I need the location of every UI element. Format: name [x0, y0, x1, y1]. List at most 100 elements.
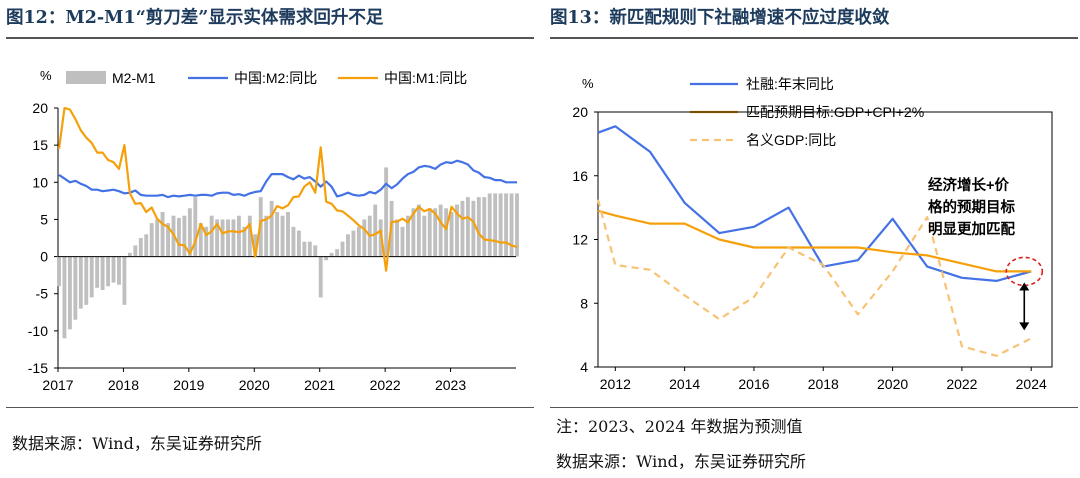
left-y-tick-label: 20: [32, 100, 48, 116]
right-plot-frame: [597, 111, 1053, 368]
right-annotation-line: 格的预期目标: [928, 198, 1015, 216]
left-y-tick-label: -5: [36, 286, 49, 302]
right-highlight-circle: [1005, 256, 1044, 287]
left-bar-m2-m1: [215, 219, 220, 257]
left-bar-m2-m1: [144, 234, 149, 257]
left-bar-m2-m1: [177, 217, 181, 257]
left-bar-m2-m1: [182, 215, 187, 257]
left-bar-m2-m1: [73, 256, 78, 320]
left-bar-m2-m1: [187, 208, 192, 257]
left-bar-m2-m1: [455, 204, 459, 257]
left-bar-m2-m1: [444, 208, 449, 257]
left-y-tick-label: 5: [40, 211, 48, 227]
left-bottom-rule: [6, 407, 534, 408]
left-legend-label: 中国:M1:同比: [384, 70, 467, 86]
left-bar-m2-m1: [329, 252, 334, 257]
right-gap-arrow-head-down: [1019, 322, 1030, 331]
left-bar-m2-m1: [504, 193, 509, 257]
left-source: 数据来源：Wind，东吴证券研究所: [12, 434, 262, 453]
left-bar-m2-m1: [138, 238, 143, 257]
right-title-rule: [550, 37, 1078, 39]
left-bar-m2-m1: [57, 256, 61, 287]
right-figure-title: 图13：新匹配规则下社融增速不应过度收敛: [550, 8, 890, 28]
left-bar-m2-m1: [449, 212, 454, 257]
left-bar-m2-m1: [253, 234, 258, 257]
left-bar-m2-m1: [433, 208, 438, 257]
left-bar-m2-m1: [193, 197, 198, 257]
left-legend: M2-M1 中国:M2:同比 中国:M1:同比: [66, 70, 467, 86]
left-chart: M2-M1 中国:M2:同比 中国:M1:同比 %-15-10-5051015202…: [28, 68, 519, 393]
right-note: 注：2023、2024 年数据为预测值: [556, 417, 803, 436]
left-bar-m2-m1: [122, 256, 127, 305]
left-bar-m2-m1: [324, 256, 329, 261]
left-bar-m2-m1: [84, 256, 89, 305]
left-bar-m2-m1: [362, 219, 367, 257]
left-bar-m2-m1: [204, 226, 209, 257]
left-legend-label: 中国:M2:同比: [234, 70, 317, 86]
left-bar-m2-m1: [498, 193, 503, 257]
left-x-tick-label: 2018: [108, 377, 139, 393]
right-gap-arrow-head-up: [1019, 282, 1030, 291]
left-bar-m2-m1: [373, 204, 378, 257]
right-y-tick-label: 12: [572, 232, 588, 248]
right-plot-area: % 4 8 12 16 20 2012 2014 2016 2018 2020 2022 2024 经济增…: [572, 76, 1053, 392]
left-bar-m2-m1: [296, 230, 301, 257]
left-bar-m2-m1: [242, 226, 247, 257]
left-bar-m2-m1: [264, 215, 269, 257]
left-x-tick-label: 2022: [370, 377, 401, 393]
left-bar-m2-m1: [198, 223, 203, 257]
left-bar-m2-m1: [509, 193, 514, 257]
right-x-tick-label: 2016: [738, 376, 769, 392]
left-bar-m2-m1: [395, 219, 399, 257]
left-bar-m2-m1: [356, 226, 361, 257]
right-line-matched-target: [597, 209, 1032, 273]
left-bar-m2-m1: [493, 193, 498, 257]
left-x-tick-label: 2019: [173, 377, 204, 393]
left-bar-m2-m1: [155, 219, 160, 257]
left-bar-m2-m1: [275, 212, 280, 257]
left-bar-m2-m1: [133, 245, 138, 257]
left-y-tick-label: -10: [28, 323, 48, 339]
left-bar-m2-m1: [318, 256, 323, 298]
right-y-tick-label: 4: [580, 359, 588, 375]
left-bar-m2-m1: [236, 215, 241, 257]
left-plot-area: % -15 -10 -5 0 5 10 15 20 2017 2018 2019 2020 2021 202…: [28, 68, 519, 393]
left-bar-m2-m1: [340, 241, 345, 257]
right-x-tick-label: 2022: [946, 376, 977, 392]
left-y-tick-label: 0: [40, 249, 48, 265]
left-bar-m2-m1: [89, 256, 94, 298]
left-bar-m2-m1: [384, 167, 389, 257]
right-y-tick-label: 20: [572, 104, 588, 120]
right-legend-label: 名义GDP:同比: [746, 132, 836, 148]
left-bar-m2-m1: [465, 197, 470, 257]
left-bar-m2-m1: [482, 197, 487, 257]
left-bar-m2-m1: [166, 223, 170, 257]
left-line-m1: [57, 106, 518, 272]
right-legend-label: 社融:年末同比: [746, 76, 834, 92]
left-bar-m2-m1: [313, 245, 318, 257]
left-x-tick-label: 2021: [304, 377, 335, 393]
left-y-tick-label: -15: [28, 360, 48, 376]
left-bar-m2-m1: [111, 256, 116, 283]
left-bar-m2-m1: [127, 252, 132, 257]
left-figure-panel: 图12：M2-M1“剪刀差”显示实体需求回升不足 M2-M1 中国:M2:同比 中国…: [6, 0, 534, 478]
left-x-tick-label: 2020: [239, 377, 270, 393]
right-line-social-financing: [597, 125, 1032, 282]
right-figure-panel: 图13：新匹配规则下社融增速不应过度收敛 社融:年末同比 匹配预期目标:GDP+C…: [550, 0, 1078, 478]
left-bar-m2-m1: [460, 200, 465, 257]
right-x-tick-label: 2018: [808, 376, 839, 392]
right-x-tick-label: 2012: [600, 376, 631, 392]
left-legend-swatch-bar: [66, 71, 106, 84]
left-bar-m2-m1: [335, 249, 340, 257]
left-bar-m2-m1: [106, 256, 111, 287]
left-bar-m2-m1: [291, 226, 296, 257]
left-bar-m2-m1: [416, 204, 421, 257]
right-y-tick-label: 16: [572, 168, 588, 184]
left-bar-m2-m1: [351, 230, 356, 257]
left-bar-m2-m1: [422, 215, 427, 257]
left-bar-m2-m1: [286, 212, 290, 257]
left-legend-label: M2-M1: [112, 70, 156, 86]
left-bar-m2-m1: [307, 241, 312, 257]
left-bar-m2-m1: [476, 197, 481, 257]
